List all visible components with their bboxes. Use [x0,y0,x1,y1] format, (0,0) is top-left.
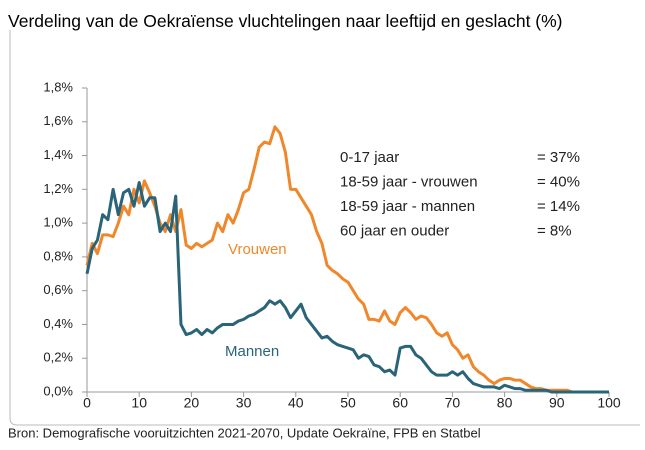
x-tick-label: 70 [445,395,461,411]
annotation-value: = 14% [537,198,580,215]
x-tick-label: 10 [131,395,147,411]
source: Bron: Demografische vooruitzichten 2021-… [8,425,481,440]
series-line [85,181,609,394]
x-tick-label: 30 [236,395,252,411]
y-tick-label: 1,6% [43,113,73,128]
annotation-label: 60 jaar en ouder [340,222,449,239]
y-tick-label: 0,2% [43,350,73,365]
x-tick-label: 90 [549,395,565,411]
y-tick-label: 1,4% [43,147,73,162]
x-tick-label: 40 [288,395,304,411]
y-tick-label: 1,8% [43,79,73,94]
y-tick-label: 1,2% [43,181,73,196]
y-tick-label: 0,0% [43,383,73,398]
x-tick-label: 100 [597,395,621,411]
series-label: Mannen [225,343,279,360]
frame [9,30,640,426]
annotation-label: 18-59 jaar - mannen [340,198,475,215]
annotation-label: 0-17 jaar [340,149,399,166]
annotation-value: = 37% [537,149,580,166]
x-tick-label: 60 [392,395,408,411]
annotation-value: = 40% [537,173,580,190]
x-tick-label: 50 [340,395,356,411]
annotation-label: 18-59 jaar - vrouwen [340,173,478,190]
y-tick-label: 1,0% [43,215,73,230]
x-tick-label: 20 [184,395,200,411]
x-tick-label: 0 [83,395,91,411]
chart-title: Verdeling van de Oekraïense vluchtelinge… [8,11,563,31]
y-tick-label: 0,8% [43,248,73,263]
y-tick-label: 0,4% [43,316,73,331]
annotation-value: = 8% [537,222,572,239]
series-line [85,125,609,394]
x-tick-label: 80 [497,395,513,411]
series-label: Vrouwen [228,241,287,258]
y-tick-label: 0,6% [43,282,73,297]
